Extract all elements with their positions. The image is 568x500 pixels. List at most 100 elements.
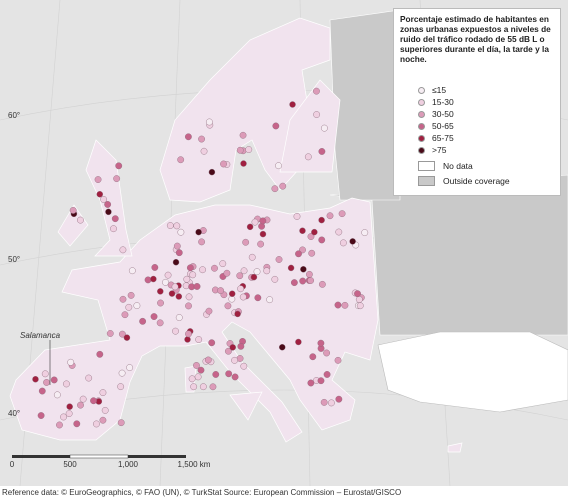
city-point (287, 264, 295, 272)
scale-label: 500 (63, 460, 77, 469)
city-point (251, 218, 259, 226)
city-point (144, 276, 152, 284)
city-point (305, 270, 313, 278)
city-point (259, 230, 267, 238)
legend-label: 65-75 (432, 133, 454, 143)
city-point (50, 376, 58, 384)
city-point (266, 296, 274, 304)
city-point (208, 339, 216, 347)
city-point (257, 240, 265, 248)
city-point (96, 350, 104, 358)
city-point (307, 233, 315, 240)
city-point (79, 395, 87, 403)
legend-swatch (418, 110, 425, 118)
city-point (246, 223, 254, 231)
place-label: Salamanca (20, 331, 61, 340)
city-point (185, 302, 192, 310)
graticule-label: 40° (8, 409, 20, 418)
legend-no-data: No data (418, 161, 473, 171)
city-point (208, 168, 216, 176)
city-point (162, 278, 169, 286)
city-point (104, 201, 112, 208)
city-point (171, 283, 179, 291)
city-point (168, 290, 176, 297)
city-point (225, 370, 233, 378)
legend-title: Porcentaje estimado de habitantes en zon… (400, 14, 551, 64)
city-point (275, 162, 282, 170)
legend-label: Outside coverage (443, 176, 510, 186)
city-point (229, 344, 236, 351)
city-point (211, 264, 218, 272)
city-point (125, 303, 133, 311)
legend-swatch (418, 98, 425, 106)
city-point (271, 185, 279, 193)
city-point (105, 208, 112, 216)
city-point (38, 387, 46, 395)
city-point (338, 210, 346, 218)
city-point (224, 302, 232, 310)
city-point (117, 419, 125, 427)
city-point (339, 239, 347, 247)
city-point (279, 344, 286, 351)
city-point (223, 269, 231, 277)
legend-swatch (418, 146, 425, 154)
city-point (118, 369, 126, 377)
city-point (157, 288, 164, 295)
city-point (341, 301, 349, 309)
city-point (175, 249, 183, 257)
city-point (240, 362, 248, 370)
city-point (356, 302, 364, 310)
city-point (323, 371, 331, 378)
city-point (157, 299, 164, 307)
city-point (239, 131, 247, 139)
city-point (56, 421, 63, 429)
city-point (272, 122, 280, 130)
city-point (326, 212, 334, 220)
city-point (193, 283, 201, 290)
city-point (37, 412, 45, 419)
city-point (164, 271, 172, 279)
city-point (245, 146, 253, 153)
city-point (100, 196, 108, 203)
city-point (317, 339, 325, 347)
city-point (185, 330, 192, 338)
city-point (308, 249, 316, 257)
city-point (318, 236, 326, 244)
city-point (173, 242, 181, 250)
footer: Reference data: © EuroGeographics, © FAO… (2, 488, 402, 497)
city-point (115, 162, 123, 170)
city-point (263, 267, 271, 275)
city-point (121, 311, 129, 319)
legend-item: 15-30 (418, 97, 454, 107)
city-point (96, 191, 103, 198)
city-point (175, 314, 183, 321)
city-point (295, 338, 302, 346)
legend-label: ≤15 (432, 85, 447, 95)
legend-item: 65-75 (418, 133, 454, 143)
city-point (275, 256, 283, 263)
city-point (327, 399, 335, 407)
city-point (231, 356, 238, 364)
city-point (99, 389, 107, 397)
city-point (293, 213, 301, 220)
city-point (320, 398, 328, 406)
city-point (248, 253, 256, 261)
city-point (150, 275, 157, 283)
city-point (317, 377, 325, 385)
city-point (271, 275, 279, 283)
city-point (311, 228, 318, 236)
legend-label: >75 (432, 145, 447, 155)
city-point (41, 370, 49, 378)
city-point (195, 228, 202, 236)
city-point (335, 228, 343, 236)
swatch (418, 176, 435, 186)
city-point (128, 267, 136, 275)
city-point (295, 250, 302, 258)
city-point (65, 410, 73, 417)
city-point (111, 215, 119, 223)
city-point (123, 334, 131, 341)
legend-swatch (418, 86, 425, 94)
legend-label: No data (443, 161, 473, 171)
city-point (237, 285, 245, 293)
